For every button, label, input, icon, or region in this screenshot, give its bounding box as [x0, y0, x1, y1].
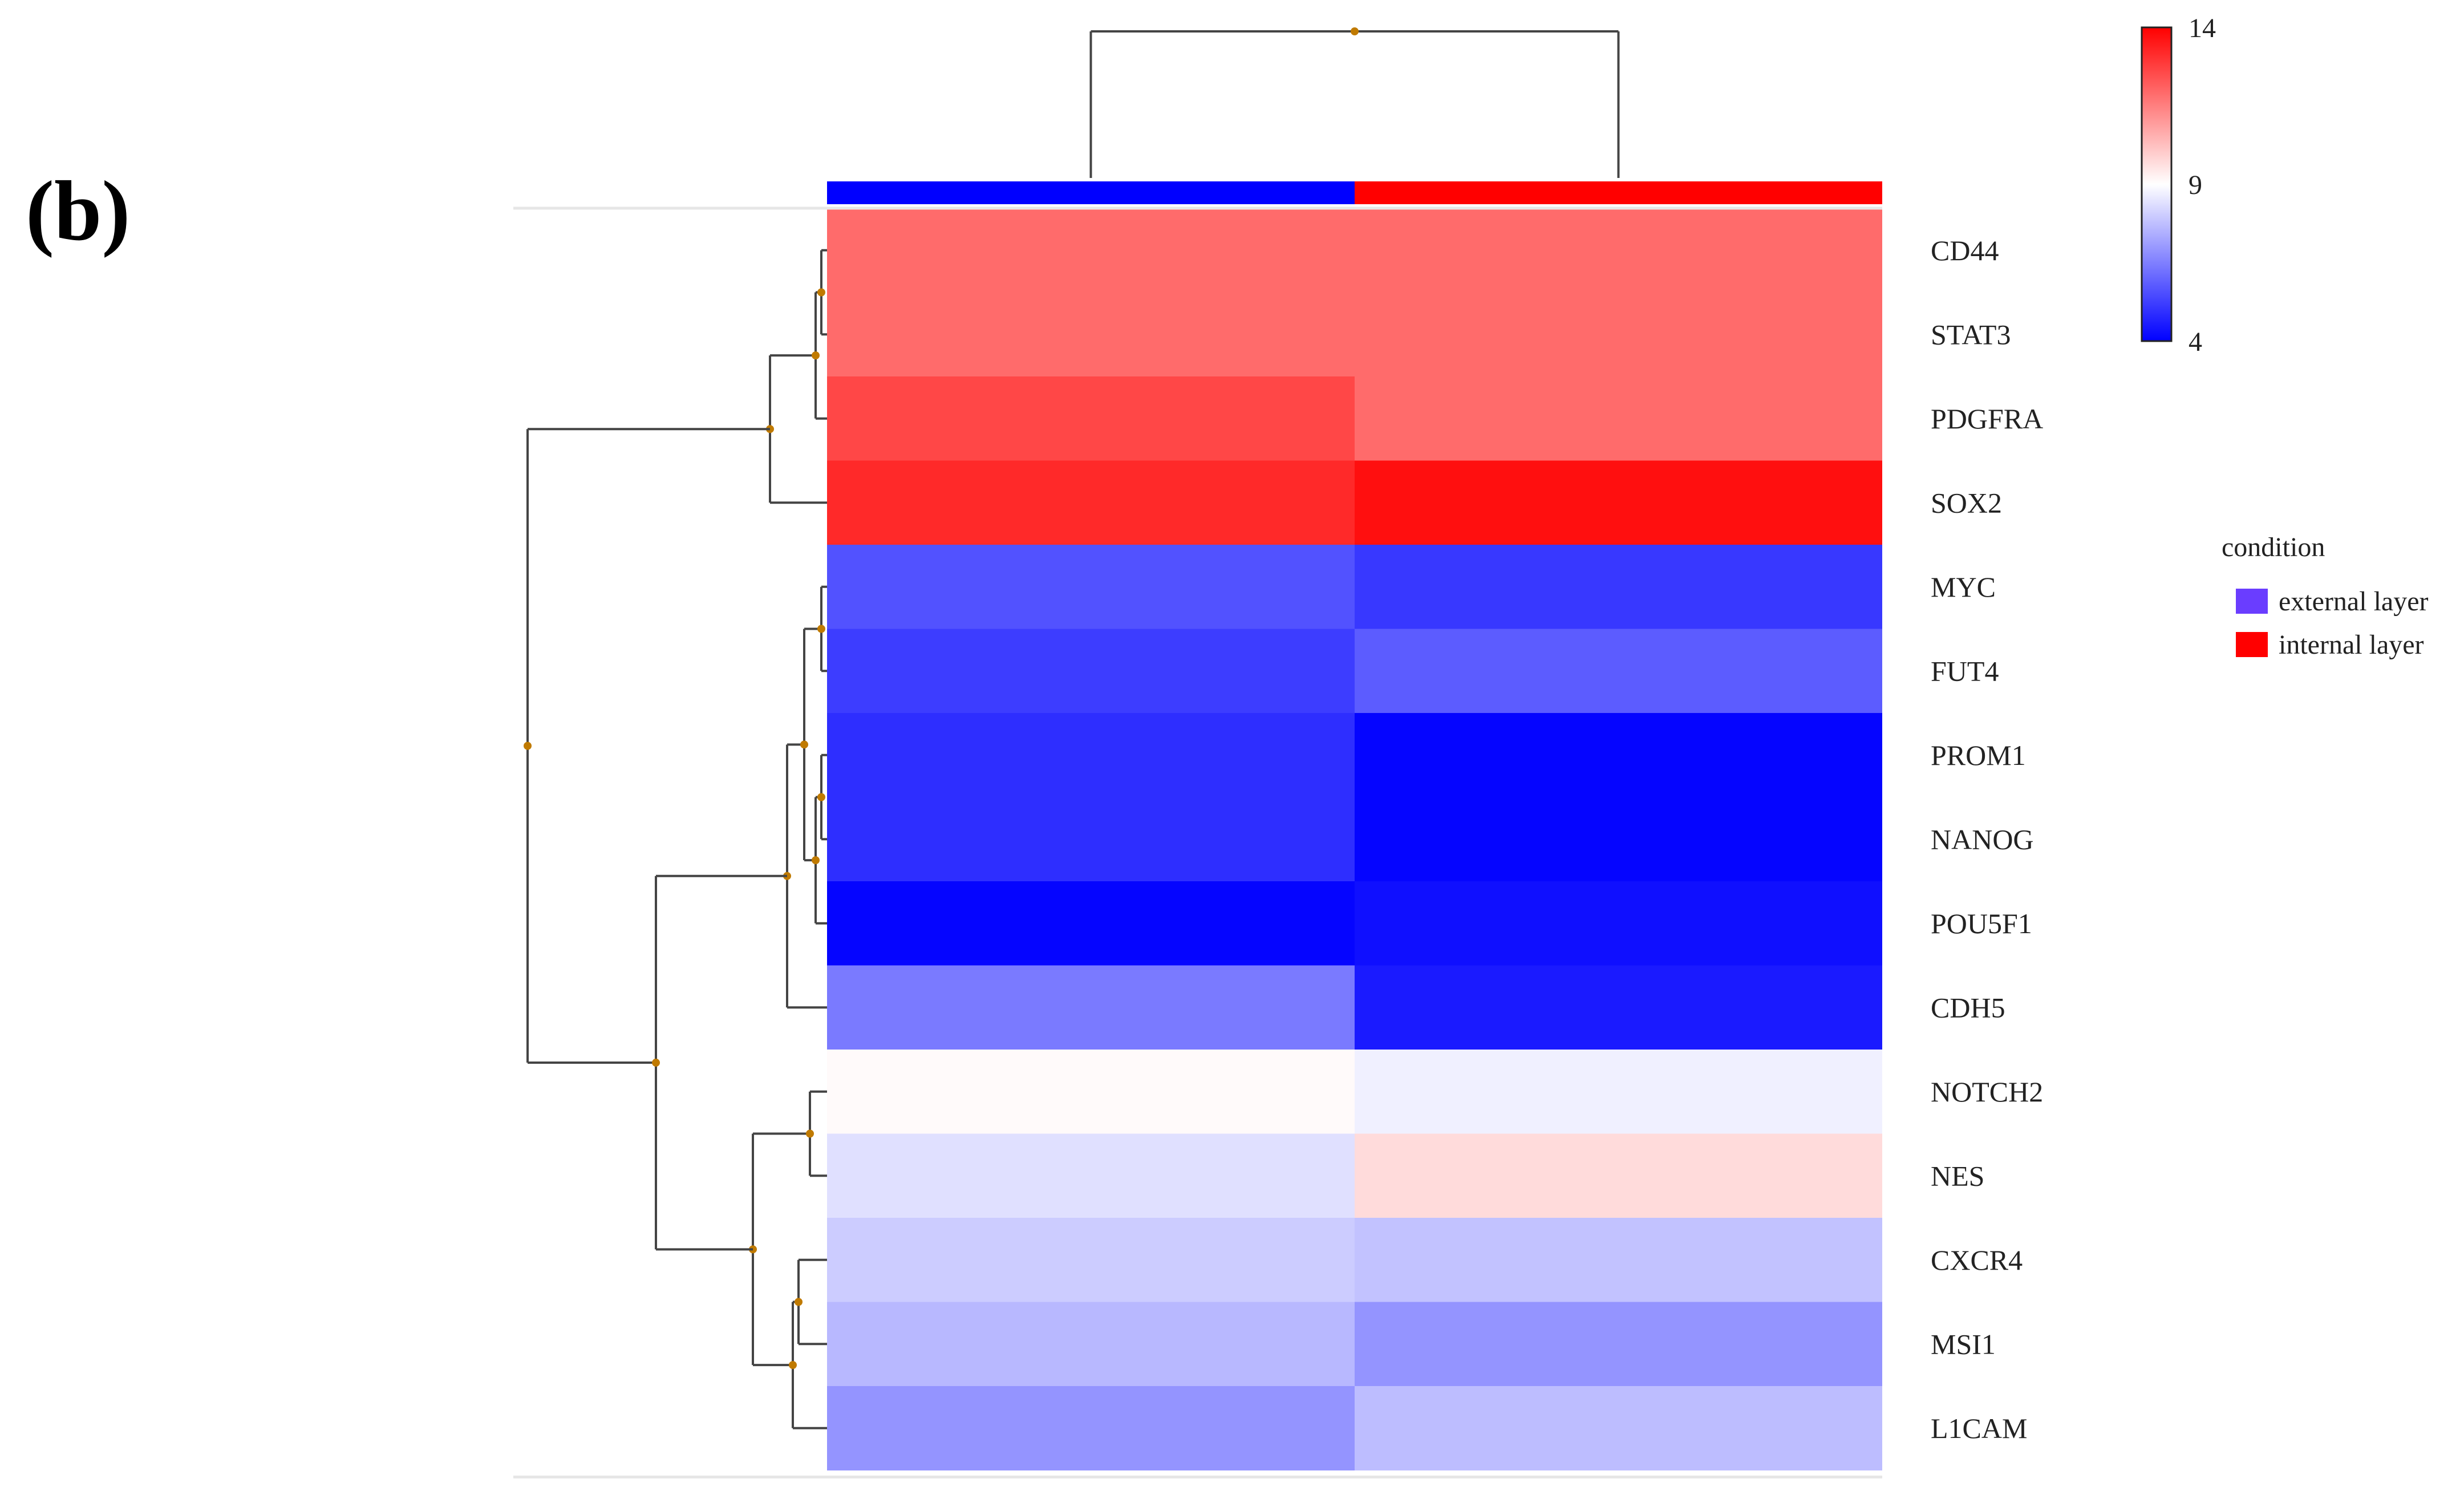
colorbar-tick-9: 9	[2189, 170, 2202, 200]
cell-msi1-external	[827, 1302, 1355, 1387]
panel-label: (b)	[26, 164, 130, 258]
row-dendrogram	[524, 249, 827, 1429]
cell-cdh5-internal	[1355, 965, 1882, 1050]
row-label-l1cam: L1CAM	[1931, 1412, 2027, 1444]
node-myc-pou5f1	[800, 740, 808, 749]
cell-myc-internal	[1355, 545, 1882, 629]
cell-pdgfra-internal	[1355, 376, 1882, 461]
cell-msi1-internal	[1355, 1302, 1882, 1387]
colorbar: 14 9 4	[2141, 13, 2216, 357]
node-root	[524, 742, 532, 750]
legend-label-internal: internal layer	[2279, 630, 2424, 660]
row-label-myc: MYC	[1931, 571, 1996, 603]
cell-nanog-internal	[1355, 797, 1882, 882]
node-myc-fut4	[817, 625, 825, 633]
node-notch2-nes	[806, 1129, 814, 1138]
cell-fut4-external	[827, 629, 1355, 714]
cell-cd44-internal	[1355, 208, 1882, 293]
cell-cd44-external	[827, 208, 1355, 293]
row-label-stat3: STAT3	[1931, 318, 2011, 350]
row-label-msi1: MSI1	[1931, 1328, 1996, 1360]
cell-cdh5-external	[827, 965, 1355, 1050]
legend-label-external: external layer	[2279, 586, 2429, 617]
cell-cxcr4-internal	[1355, 1218, 1882, 1302]
cell-l1cam-external	[827, 1386, 1355, 1470]
colorbar-tick-14: 14	[2189, 13, 2216, 43]
colorbar-gradient	[2141, 26, 2173, 342]
frame-lines	[513, 206, 1882, 1478]
row-label-notch2: NOTCH2	[1931, 1076, 2043, 1108]
condition-bar-internal	[1355, 181, 1882, 204]
cell-notch2-internal	[1355, 1050, 1882, 1134]
row-label-cdh5: CDH5	[1931, 991, 2005, 1023]
row-label-fut4: FUT4	[1931, 655, 1999, 687]
node-cluster-2-3	[652, 1059, 660, 1067]
cell-fut4-internal	[1355, 629, 1882, 714]
cell-pou5f1-external	[827, 881, 1355, 966]
cell-pdgfra-external	[827, 376, 1355, 461]
cell-l1cam-internal	[1355, 1386, 1882, 1470]
row-labels: CD44 STAT3 PDGFRA SOX2 MYC FUT4 PROM1 NANOG POU5…	[1931, 234, 2043, 1444]
node-cd44-stat3	[817, 288, 825, 297]
row-label-sox2: SOX2	[1931, 487, 2002, 518]
cell-nes-external	[827, 1133, 1355, 1218]
legend-swatch-internal	[2236, 632, 2268, 657]
row-label-prom1: PROM1	[1931, 739, 2026, 771]
row-label-nanog: NANOG	[1931, 823, 2034, 855]
cell-notch2-external	[827, 1050, 1355, 1134]
node-cxcr4-msi1	[795, 1298, 803, 1306]
row-label-nes: NES	[1931, 1160, 1984, 1192]
cell-sox2-external	[827, 460, 1355, 545]
row-label-pdgfra: PDGFRA	[1931, 403, 2043, 435]
condition-legend: condition external layer internal layer	[2222, 532, 2429, 660]
colorbar-tick-4: 4	[2189, 327, 2202, 357]
condition-bar-external	[827, 181, 1355, 204]
cell-pou5f1-internal	[1355, 881, 1882, 966]
cell-stat3-internal	[1355, 292, 1882, 377]
cell-stat3-external	[827, 292, 1355, 377]
node-prom1-nanog	[817, 793, 825, 801]
node-cxcr4-l1cam	[789, 1361, 797, 1370]
node-prom1-pou5f1	[812, 856, 820, 865]
legend-title: condition	[2222, 532, 2325, 562]
cell-cxcr4-external	[827, 1218, 1355, 1302]
cell-nanog-external	[827, 797, 1355, 882]
heatmap	[827, 208, 1882, 1470]
cell-prom1-internal	[1355, 713, 1882, 797]
cell-sox2-internal	[1355, 460, 1882, 545]
row-label-cd44: CD44	[1931, 234, 1999, 266]
row-label-pou5f1: POU5F1	[1931, 907, 2032, 939]
col-dendro-root-node	[1351, 27, 1359, 35]
column-dendrogram	[1089, 27, 1620, 178]
node-cd44-pdgfra	[812, 351, 820, 360]
cell-prom1-external	[827, 713, 1355, 797]
row-label-cxcr4: CXCR4	[1931, 1244, 2023, 1276]
cell-myc-external	[827, 545, 1355, 629]
condition-bar	[827, 181, 1882, 204]
legend-swatch-external	[2236, 589, 2268, 614]
cell-nes-internal	[1355, 1133, 1882, 1218]
